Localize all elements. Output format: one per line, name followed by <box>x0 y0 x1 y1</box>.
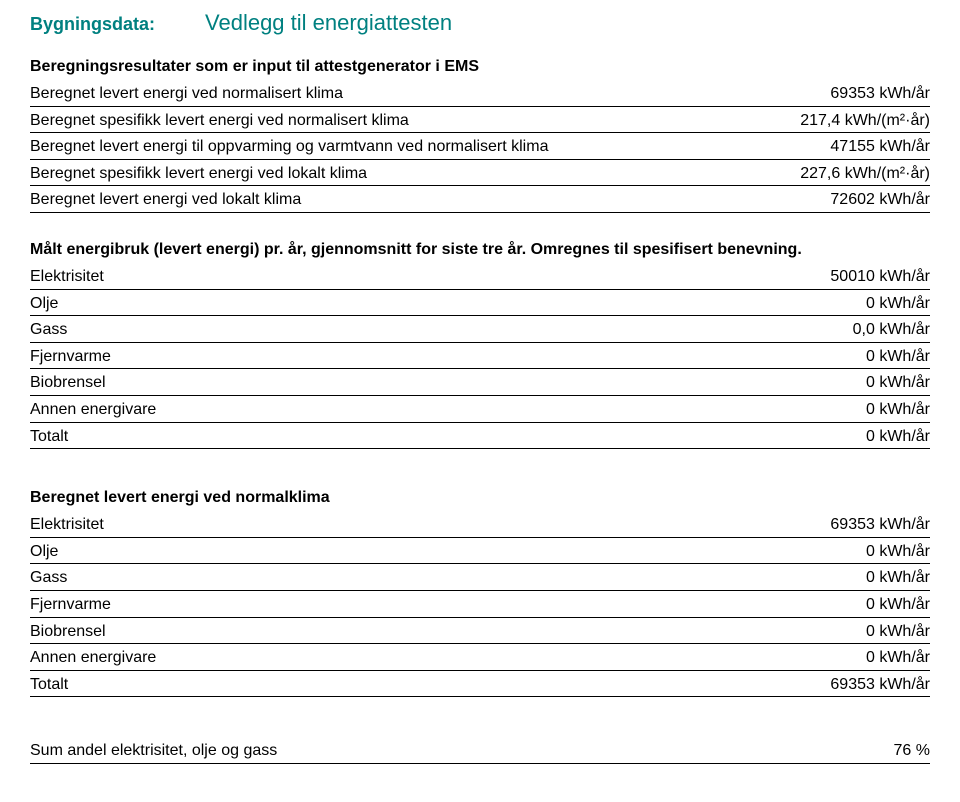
table-row: Totalt 69353 kWh/år <box>30 671 930 698</box>
table-row: Gass 0 kWh/år <box>30 564 930 591</box>
row-value: 0 kWh/år <box>866 541 930 563</box>
table-row: Elektrisitet 69353 kWh/år <box>30 511 930 538</box>
table-row: Beregnet levert energi ved normalisert k… <box>30 80 930 107</box>
header: Bygningsdata: Vedlegg til energiattesten <box>30 10 930 36</box>
row-value: 217,4 kWh/(m²·år) <box>800 110 930 132</box>
measured-section: Målt energibruk (levert energi) pr. år, … <box>30 241 930 449</box>
row-label: Biobrensel <box>30 621 866 643</box>
row-label: Totalt <box>30 426 866 448</box>
table-row: Olje 0 kWh/år <box>30 538 930 565</box>
row-value: 0 kWh/år <box>866 372 930 394</box>
measured-heading: Målt energibruk (levert energi) pr. år, … <box>30 241 930 259</box>
table-row: Beregnet levert energi ved lokalt klima … <box>30 186 930 213</box>
row-value: 69353 kWh/år <box>830 674 930 696</box>
row-value: 0 kWh/år <box>866 594 930 616</box>
row-value: 0 kWh/år <box>866 621 930 643</box>
calculated-normal-section: Beregnet levert energi ved normalklima E… <box>30 489 930 697</box>
row-label: Annen energivare <box>30 647 866 669</box>
row-value: 47155 kWh/år <box>830 136 930 158</box>
row-label: Elektrisitet <box>30 266 830 288</box>
row-value: 0,0 kWh/år <box>853 319 930 341</box>
row-label: Totalt <box>30 674 830 696</box>
row-label: Biobrensel <box>30 372 866 394</box>
row-value: 69353 kWh/år <box>830 83 930 105</box>
table-row: Totalt 0 kWh/år <box>30 423 930 450</box>
row-value: 72602 kWh/år <box>830 189 930 211</box>
row-value: 0 kWh/år <box>866 293 930 315</box>
row-label: Annen energivare <box>30 399 866 421</box>
row-value: 0 kWh/år <box>866 426 930 448</box>
row-label: Beregnet levert energi ved lokalt klima <box>30 189 830 211</box>
row-label: Beregnet spesifikk levert energi ved lok… <box>30 163 800 185</box>
section-label: Bygningsdata: <box>30 14 155 35</box>
table-row: Beregnet spesifikk levert energi ved nor… <box>30 107 930 134</box>
table-row: Gass 0,0 kWh/år <box>30 316 930 343</box>
row-label: Olje <box>30 541 866 563</box>
table-row: Beregnet spesifikk levert energi ved lok… <box>30 160 930 187</box>
row-label: Elektrisitet <box>30 514 830 536</box>
row-value: 69353 kWh/år <box>830 514 930 536</box>
table-row: Annen energivare 0 kWh/år <box>30 644 930 671</box>
row-label: Gass <box>30 567 866 589</box>
table-row: Biobrensel 0 kWh/år <box>30 618 930 645</box>
row-value: 76 % <box>894 740 930 762</box>
table-row: Sum andel elektrisitet, olje og gass 76 … <box>30 737 930 764</box>
row-label: Olje <box>30 293 866 315</box>
input-results-heading: Beregningsresultater som er input til at… <box>30 58 930 76</box>
table-row: Biobrensel 0 kWh/år <box>30 369 930 396</box>
table-row: Elektrisitet 50010 kWh/år <box>30 263 930 290</box>
row-label: Sum andel elektrisitet, olje og gass <box>30 740 894 762</box>
calculated-normal-heading: Beregnet levert energi ved normalklima <box>30 489 930 507</box>
row-value: 0 kWh/år <box>866 346 930 368</box>
row-value: 0 kWh/år <box>866 647 930 669</box>
row-label: Fjernvarme <box>30 346 866 368</box>
row-label: Gass <box>30 319 853 341</box>
table-row: Olje 0 kWh/år <box>30 290 930 317</box>
row-label: Fjernvarme <box>30 594 866 616</box>
row-label: Beregnet spesifikk levert energi ved nor… <box>30 110 800 132</box>
table-row: Annen energivare 0 kWh/år <box>30 396 930 423</box>
row-value: 227,6 kWh/(m²·år) <box>800 163 930 185</box>
table-row: Beregnet levert energi til oppvarming og… <box>30 133 930 160</box>
row-label: Beregnet levert energi ved normalisert k… <box>30 83 830 105</box>
page-title: Vedlegg til energiattesten <box>205 10 452 36</box>
table-row: Fjernvarme 0 kWh/år <box>30 591 930 618</box>
row-value: 0 kWh/år <box>866 399 930 421</box>
row-value: 0 kWh/år <box>866 567 930 589</box>
row-value: 50010 kWh/år <box>830 266 930 288</box>
row-label: Beregnet levert energi til oppvarming og… <box>30 136 830 158</box>
summary-section: Sum andel elektrisitet, olje og gass 76 … <box>30 737 930 764</box>
table-row: Fjernvarme 0 kWh/år <box>30 343 930 370</box>
input-results-section: Beregningsresultater som er input til at… <box>30 58 930 213</box>
